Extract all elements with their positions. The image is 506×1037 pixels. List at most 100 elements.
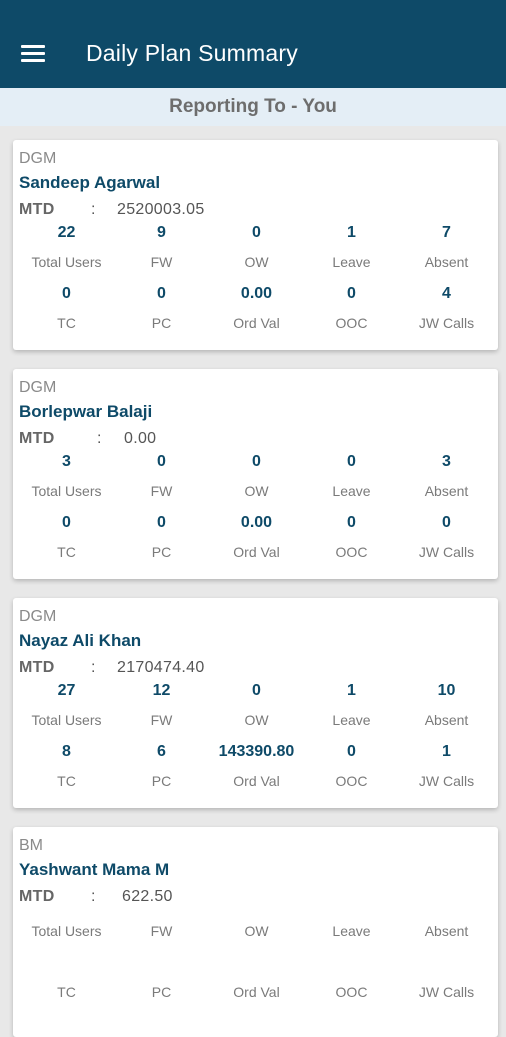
stat-value: 22	[57, 224, 76, 241]
stat-cell: 1 Leave	[303, 682, 400, 728]
stat-cell: 0 OOC	[303, 285, 400, 331]
stat-value: 0	[347, 514, 356, 531]
stat-cell: 3 Absent	[398, 453, 495, 499]
stat-label: Ord Val	[233, 773, 280, 789]
page-title: Daily Plan Summary	[86, 40, 298, 66]
stat-label: FW	[150, 483, 173, 499]
stat-label: FW	[150, 923, 173, 939]
stat-label: Ord Val	[233, 544, 280, 560]
reporting-to-banner: Reporting To - You	[0, 88, 506, 126]
stat-cell: PC	[113, 972, 210, 1000]
employee-card[interactable]: DGM Sandeep Agarwal MTD: 2520003.05 22 Total …	[13, 140, 498, 350]
stat-cell: 143390.80 Ord Val	[208, 743, 305, 789]
stat-label: Ord Val	[233, 315, 280, 331]
mtd-colon: :	[91, 888, 96, 905]
stat-cell: 0 Leave	[303, 453, 400, 499]
stat-cell: 7 Absent	[398, 224, 495, 270]
stat-cell: 0 OOC	[303, 743, 400, 789]
stat-value: 0	[157, 285, 166, 302]
stat-value: 6	[157, 743, 166, 760]
mtd-label: MTD	[19, 430, 55, 447]
stat-value: 0	[442, 514, 451, 531]
stat-cell: 0 JW Calls	[398, 514, 495, 560]
stats-grid: Total Users FW OW Leave Absent TC PC Ord Val OOC…	[13, 911, 498, 1033]
employee-role: DGM	[19, 608, 57, 625]
employee-name: Sandeep Agarwal	[19, 173, 161, 192]
stat-cell: TC	[18, 972, 115, 1000]
mtd-colon: :	[91, 659, 96, 676]
stat-label: Absent	[424, 923, 469, 939]
stat-cell: 0 PC	[113, 285, 210, 331]
stat-cell: Ord Val	[208, 972, 305, 1000]
hamburger-menu-icon[interactable]	[21, 45, 45, 63]
stat-label: FW	[150, 254, 173, 270]
stat-cell: 0 PC	[113, 514, 210, 560]
stat-value: 3	[442, 453, 451, 470]
employee-name: Yashwant Mama M	[19, 860, 170, 879]
stat-label: OOC	[335, 773, 368, 789]
stat-label: OOC	[335, 984, 368, 1000]
stat-cell: FW	[113, 911, 210, 939]
stat-label: Total Users	[31, 483, 102, 499]
stat-value: 1	[347, 224, 356, 241]
employee-name: Nayaz Ali Khan	[19, 631, 142, 650]
stat-cell: 0 FW	[113, 453, 210, 499]
stat-label: OOC	[335, 544, 368, 560]
stat-value: 143390.80	[218, 743, 295, 760]
stat-cell: 0 OW	[208, 682, 305, 728]
stat-label: Leave	[332, 923, 371, 939]
stat-cell: 0 OOC	[303, 514, 400, 560]
stat-value: 4	[442, 285, 451, 302]
stat-label: FW	[150, 712, 173, 728]
stat-cell: 0 TC	[18, 285, 115, 331]
stat-cell: JW Calls	[398, 972, 495, 1000]
employee-role: DGM	[19, 150, 57, 167]
employee-role: DGM	[19, 379, 57, 396]
stats-grid: 22 Total Users 9 FW 0 OW 1 Leave 7 Absent 0 TC 0 PC 0.…	[13, 224, 498, 346]
stat-value: 0	[157, 453, 166, 470]
stat-label: Leave	[332, 483, 371, 499]
mtd-label: MTD	[19, 888, 55, 905]
stat-label: JW Calls	[418, 544, 475, 560]
stat-label: PC	[151, 544, 172, 560]
stat-label: PC	[151, 773, 172, 789]
stat-label: Leave	[332, 254, 371, 270]
stat-value: 1	[347, 682, 356, 699]
stats-grid: 3 Total Users 0 FW 0 OW 0 Leave 3 Absent 0 TC 0 PC 0.0…	[13, 453, 498, 575]
stat-label: Total Users	[31, 923, 102, 939]
stat-label: PC	[151, 984, 172, 1000]
stat-cell: 4 JW Calls	[398, 285, 495, 331]
mtd-colon: :	[97, 430, 102, 447]
stat-value: 0	[62, 285, 71, 302]
employee-card[interactable]: DGM Nayaz Ali Khan MTD: 2170474.40 27 Total U…	[13, 598, 498, 808]
stat-label: Total Users	[31, 712, 102, 728]
stat-value: 9	[157, 224, 166, 241]
employee-card[interactable]: BM Yashwant Mama M MTD: 622.50 Total Users FW…	[13, 827, 498, 1037]
mtd-value: 2520003.05	[117, 201, 205, 218]
stat-label: JW Calls	[418, 984, 475, 1000]
stat-label: JW Calls	[418, 773, 475, 789]
stat-value: 0	[157, 514, 166, 531]
stat-label: Absent	[424, 483, 469, 499]
employee-role: BM	[19, 837, 43, 854]
stat-label: TC	[57, 544, 76, 560]
app-bar: Daily Plan Summary	[0, 0, 506, 88]
stat-value: 12	[152, 682, 171, 699]
stat-value: 0	[62, 514, 71, 531]
stat-cell: 8 TC	[18, 743, 115, 789]
mtd-value: 0.00	[124, 430, 157, 447]
mtd-value: 2170474.40	[117, 659, 205, 676]
stat-value: 7	[442, 224, 451, 241]
stat-value: 0	[347, 743, 356, 760]
stat-label: Total Users	[31, 254, 102, 270]
stat-cell: OW	[208, 911, 305, 939]
mtd-label: MTD	[19, 201, 55, 218]
stat-cell: Leave	[303, 911, 400, 939]
stat-cell: 0 OW	[208, 453, 305, 499]
employee-card[interactable]: DGM Borlepwar Balaji MTD: 0.00 3 Total Users 0…	[13, 369, 498, 579]
stat-label: TC	[57, 315, 76, 331]
stat-cell: Absent	[398, 911, 495, 939]
stat-cell: 3 Total Users	[18, 453, 115, 499]
employee-name: Borlepwar Balaji	[19, 402, 153, 421]
stat-label: OW	[244, 923, 269, 939]
